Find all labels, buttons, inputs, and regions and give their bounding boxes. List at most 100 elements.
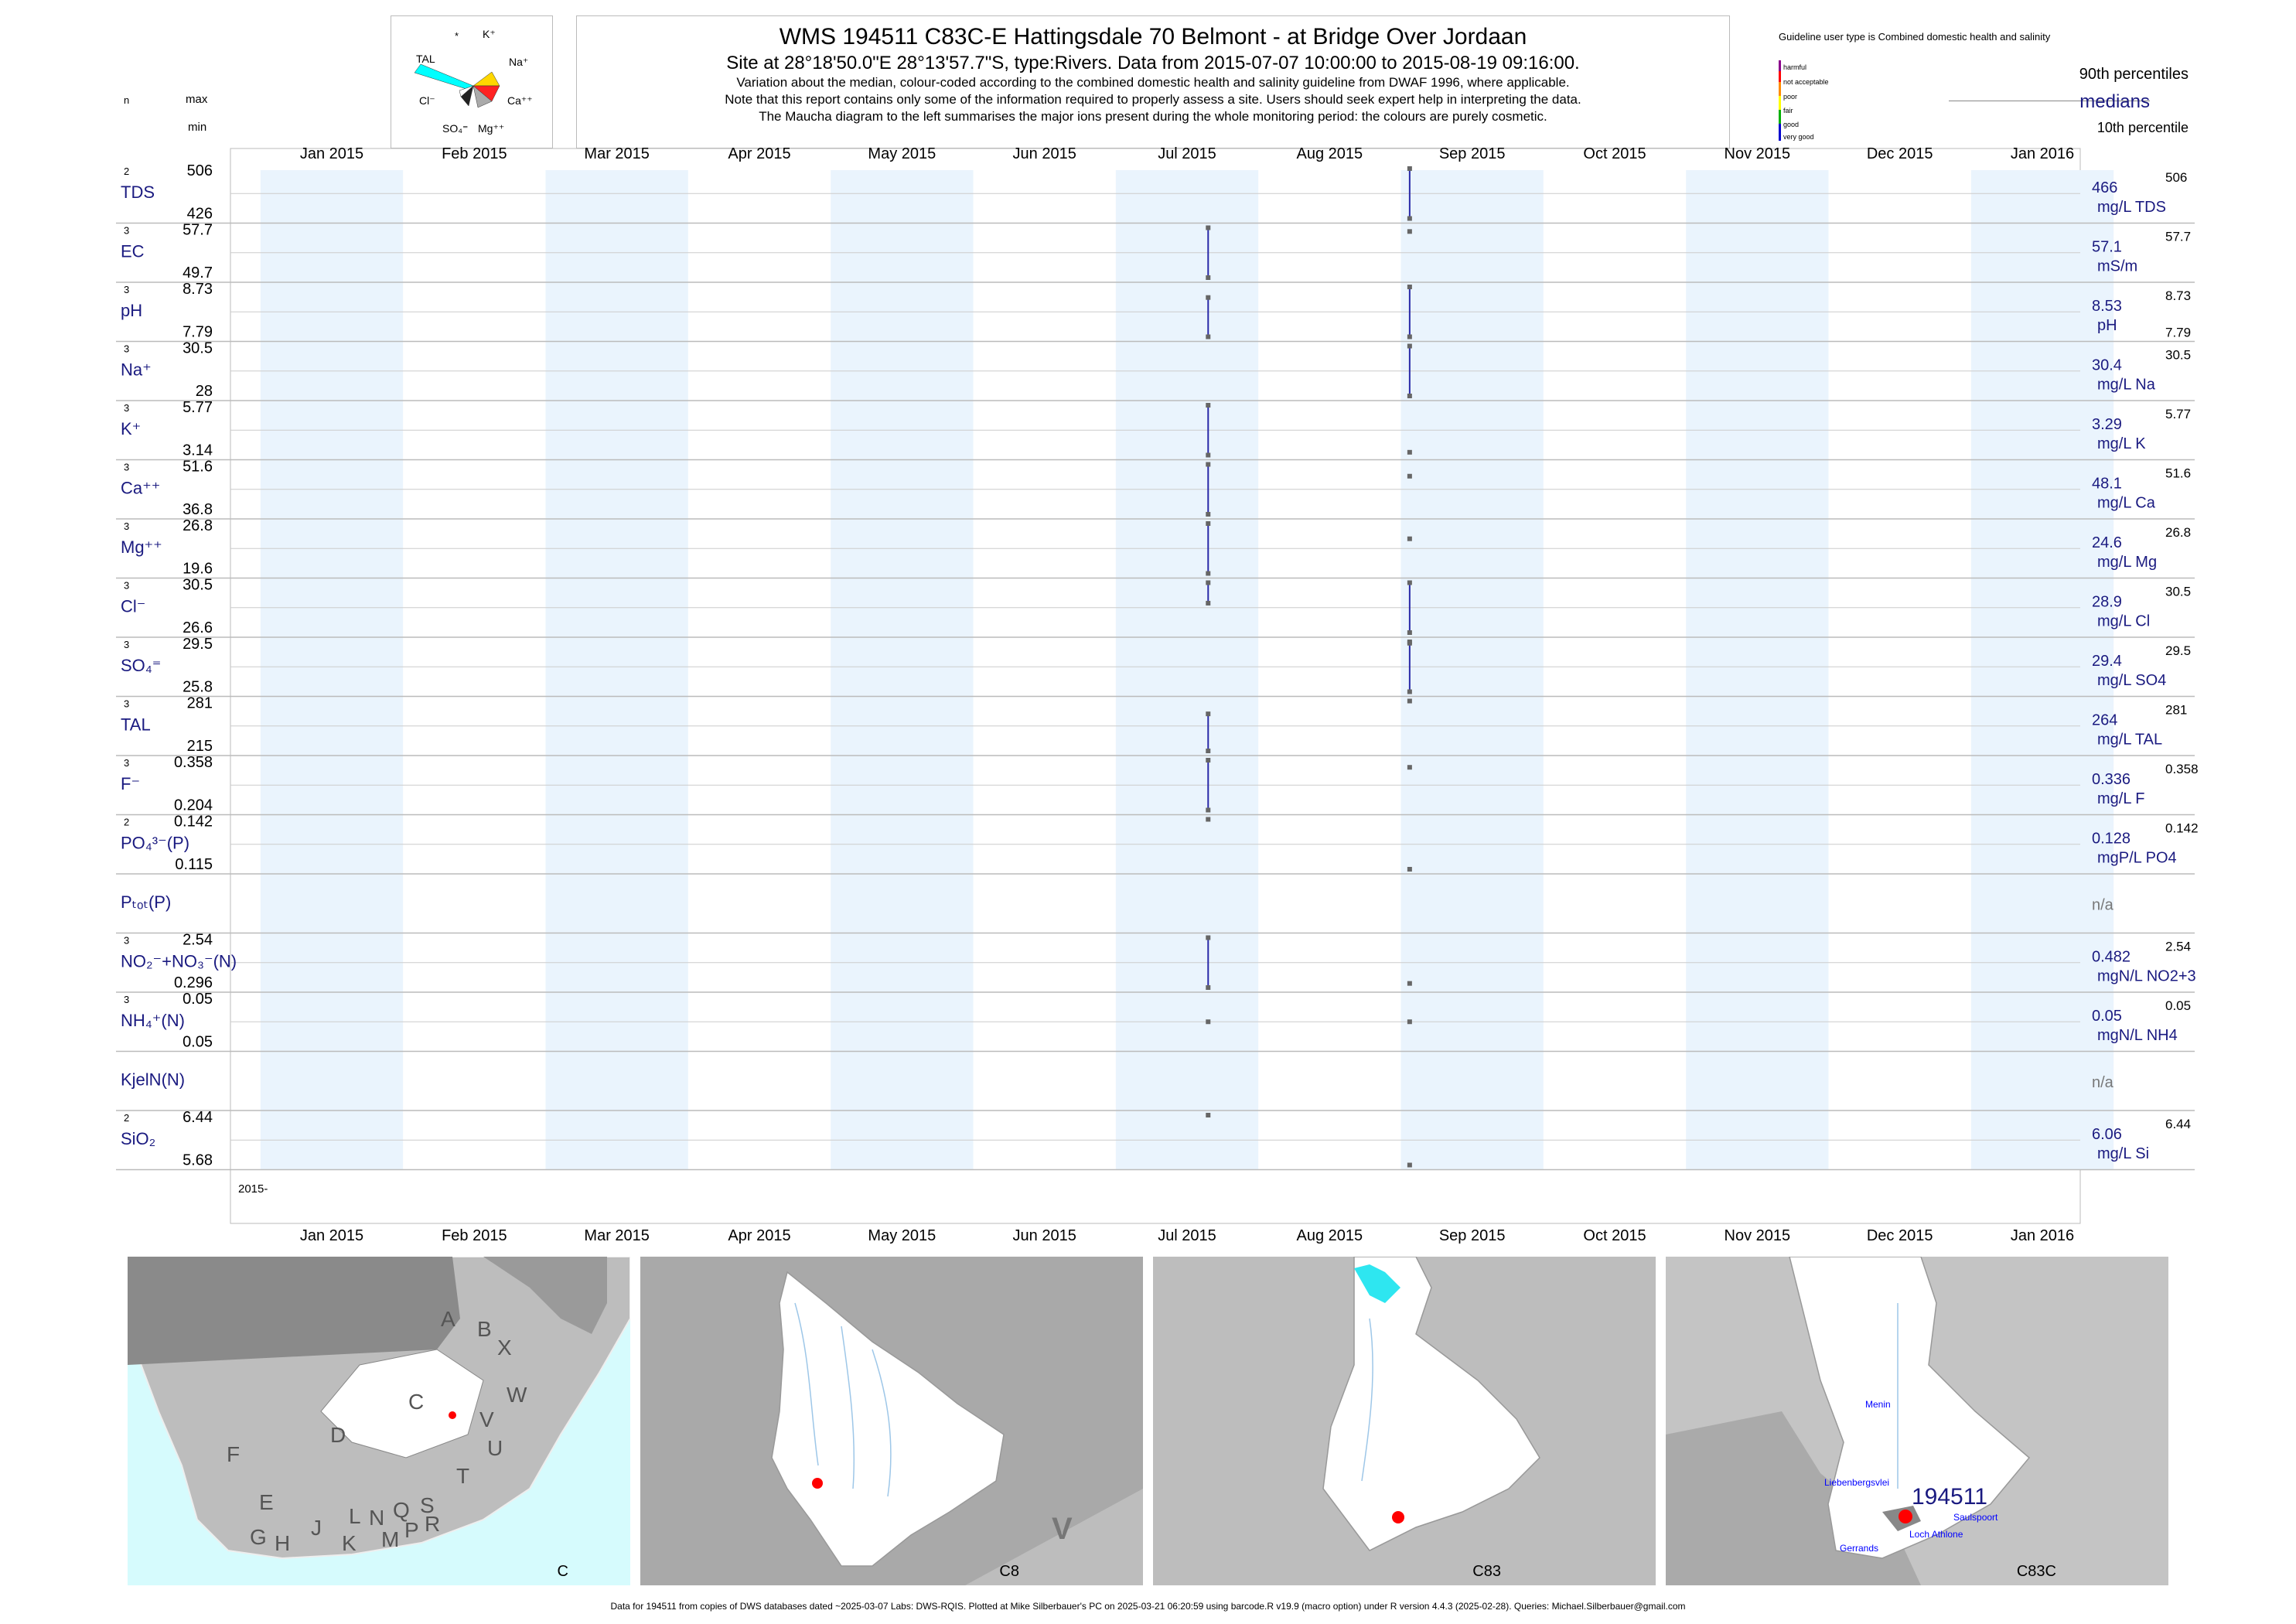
data-point <box>1407 867 1412 872</box>
panel-median-value: 466 <box>2092 179 2117 196</box>
maucha-white-wedge <box>459 85 474 97</box>
map-4-place-menin: Menin <box>1865 1399 1891 1410</box>
map-1-letter-j: J <box>311 1516 322 1540</box>
map-4-svg <box>1666 1257 2031 1585</box>
panel-median-value: 264 <box>2092 712 2117 729</box>
panel-label: PO₄³⁻(P) <box>121 834 189 853</box>
page-subtitle: Site at 28°18'50.0"E 28°13'57.7"S, type:… <box>726 53 1580 73</box>
data-point <box>1407 698 1412 704</box>
panel-unit: pH <box>2097 317 2117 334</box>
col-head-max: max <box>186 93 208 106</box>
panel-label: Mg⁺⁺ <box>121 537 162 557</box>
maucha-grey-wedge <box>473 85 493 108</box>
level-not-acceptable: not acceptable <box>1783 78 1829 86</box>
panel-max: 0.142 <box>174 814 213 831</box>
panel-max: 2.54 <box>183 932 213 949</box>
col-head-min: min <box>188 121 207 134</box>
panel-label: EC <box>121 242 145 261</box>
data-point <box>1407 580 1412 585</box>
maucha-label-k: K⁺ <box>483 28 496 40</box>
panel-max: 30.5 <box>183 340 213 357</box>
map-2-letter-v: V <box>1052 1512 1073 1546</box>
panel-median-value: 57.1 <box>2092 239 2122 256</box>
panel-unit: mg/L Mg <box>2097 554 2157 571</box>
data-point <box>1407 229 1412 234</box>
panel-unit: mg/L Na <box>2097 377 2156 394</box>
note-3: The Maucha diagram to the left summarise… <box>759 109 1547 124</box>
data-point <box>1206 807 1211 813</box>
data-point <box>1407 216 1412 221</box>
panel-n: 3 <box>124 462 129 473</box>
data-point <box>1206 225 1211 230</box>
map-4-caption: C83C <box>2016 1563 2056 1580</box>
map-4-site-dot <box>1899 1510 1912 1523</box>
map-3-svg <box>1322 1257 1540 1551</box>
data-point <box>1407 394 1412 398</box>
map-1-caption: C <box>557 1563 568 1580</box>
shade-band-8 <box>1400 170 1544 1170</box>
p90-label: 90th percentiles <box>2079 66 2189 83</box>
month-label-bottom: Jun 2015 <box>1013 1227 1076 1244</box>
panel-max: 506 <box>187 162 213 179</box>
map-2-caption: C8 <box>999 1563 1019 1580</box>
panel-label: F⁻ <box>121 774 140 793</box>
panel-min: 426 <box>187 206 213 223</box>
map-1-letter-p: P <box>404 1518 419 1542</box>
guideline-legend: Guideline user type is Combined domestic… <box>1779 29 2212 145</box>
map-1-site-dot <box>449 1411 456 1419</box>
month-label-bottom: Jan 2016 <box>2011 1227 2074 1244</box>
panel-n: 3 <box>124 698 129 710</box>
data-point <box>1206 711 1211 717</box>
panel-median-value: 0.482 <box>2092 949 2131 966</box>
panel-median-value: n/a <box>2092 1074 2114 1091</box>
map-1-letter-f: F <box>227 1442 241 1466</box>
panel-min: 7.79 <box>183 324 213 341</box>
map-1-letter-a: A <box>441 1307 455 1331</box>
map-1-letter-k: K <box>342 1531 357 1555</box>
panel-unit: mg/L SO4 <box>2097 672 2166 689</box>
map-1-letter-h: H <box>275 1531 291 1555</box>
panel-max: 51.6 <box>183 459 213 476</box>
month-label-top: Dec 2015 <box>1867 145 1933 162</box>
shade-band-4 <box>831 170 974 1170</box>
month-label-bottom: Oct 2015 <box>1583 1227 1646 1244</box>
month-label-top: Feb 2015 <box>442 145 507 162</box>
data-point <box>1206 935 1211 940</box>
panel-right-max: 506 <box>2165 170 2187 185</box>
map-1-letter-d: D <box>330 1423 346 1447</box>
month-label-bottom: Apr 2015 <box>728 1227 790 1244</box>
month-label-top: May 2015 <box>868 145 936 162</box>
panel-label: pH <box>121 301 142 320</box>
panel-n: 3 <box>124 225 129 237</box>
panel-label: Ca⁺⁺ <box>121 479 160 498</box>
page-title: WMS 194511 C83C-E Hattingsdale 70 Belmon… <box>779 24 1527 49</box>
month-label-top: Jul 2015 <box>1158 145 1216 162</box>
month-label-top: Sep 2015 <box>1439 145 1506 162</box>
map-1-letter-g: G <box>250 1525 267 1549</box>
panel-n: 3 <box>124 580 129 592</box>
maucha-label-star: * <box>455 30 459 42</box>
panel-min: 0.05 <box>183 1034 213 1051</box>
map-3-caption: C83 <box>1472 1563 1501 1580</box>
month-label-top: Oct 2015 <box>1583 145 1646 162</box>
panel-right-max: 57.7 <box>2165 230 2191 244</box>
panel-n: 2 <box>124 1112 129 1124</box>
map-4: 194511 Menin Liebenbergsvlei Saulspoort … <box>1666 1257 2168 1585</box>
panel-median-value: 0.128 <box>2092 831 2131 848</box>
map-1-letter-c: C <box>408 1390 425 1414</box>
data-point <box>1206 580 1211 585</box>
data-point <box>1206 462 1211 467</box>
maucha-label-na: Na⁺ <box>509 56 528 68</box>
panel-unit: mg/L TDS <box>2097 199 2166 216</box>
data-point <box>1407 1162 1412 1168</box>
panel-median-value: 8.53 <box>2092 298 2122 315</box>
panel-label: NO₂⁻+NO₃⁻(N) <box>121 952 237 971</box>
panel-median-value: 29.4 <box>2092 653 2122 670</box>
panel-unit: mg/L Cl <box>2097 613 2150 630</box>
data-point <box>1206 295 1211 300</box>
panel-max: 281 <box>187 695 213 712</box>
panel-unit: mS/m <box>2097 258 2137 275</box>
data-point <box>1407 689 1412 694</box>
panel-min: 26.6 <box>183 619 213 636</box>
footer-credits: Data for 194511 from copies of DWS datab… <box>610 1601 1686 1612</box>
